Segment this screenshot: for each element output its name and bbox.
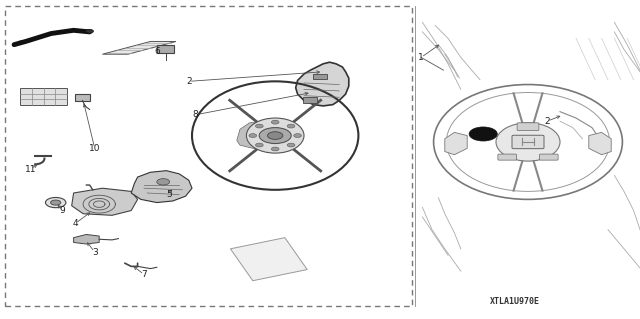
Polygon shape <box>237 121 298 150</box>
Circle shape <box>51 200 61 205</box>
Circle shape <box>259 128 291 144</box>
Text: 11: 11 <box>25 165 36 174</box>
FancyBboxPatch shape <box>157 45 174 53</box>
Circle shape <box>469 127 497 141</box>
Circle shape <box>249 134 257 137</box>
FancyBboxPatch shape <box>75 94 90 101</box>
Circle shape <box>271 147 279 151</box>
Polygon shape <box>131 171 192 203</box>
Text: 5: 5 <box>167 190 172 199</box>
Text: 9: 9 <box>60 206 65 215</box>
Ellipse shape <box>496 123 560 161</box>
Polygon shape <box>74 234 99 244</box>
Circle shape <box>287 143 295 147</box>
Text: XTLA1U970E: XTLA1U970E <box>490 297 540 306</box>
Text: 8: 8 <box>193 110 198 119</box>
FancyBboxPatch shape <box>20 88 67 105</box>
Text: 6: 6 <box>154 47 159 56</box>
Polygon shape <box>230 238 307 281</box>
FancyBboxPatch shape <box>498 154 516 160</box>
Circle shape <box>86 29 93 33</box>
FancyBboxPatch shape <box>540 154 558 160</box>
Text: 3: 3 <box>92 248 97 256</box>
Polygon shape <box>72 188 138 215</box>
Text: 1: 1 <box>419 53 424 62</box>
Circle shape <box>157 179 170 185</box>
Text: 7: 7 <box>141 270 147 279</box>
Circle shape <box>271 120 279 124</box>
FancyBboxPatch shape <box>303 97 317 103</box>
Polygon shape <box>102 41 176 54</box>
Circle shape <box>255 143 263 147</box>
Circle shape <box>294 134 301 137</box>
Circle shape <box>45 197 66 208</box>
FancyBboxPatch shape <box>313 74 327 79</box>
Text: 2: 2 <box>545 117 550 126</box>
Polygon shape <box>445 132 467 155</box>
Text: 4: 4 <box>73 219 78 228</box>
Circle shape <box>287 124 295 128</box>
FancyBboxPatch shape <box>517 123 539 130</box>
Circle shape <box>268 132 283 139</box>
Text: 10: 10 <box>89 144 100 153</box>
Ellipse shape <box>246 118 304 153</box>
Text: 2: 2 <box>186 77 191 86</box>
FancyBboxPatch shape <box>512 135 544 149</box>
Circle shape <box>255 124 263 128</box>
Polygon shape <box>589 132 611 155</box>
Polygon shape <box>296 62 349 106</box>
